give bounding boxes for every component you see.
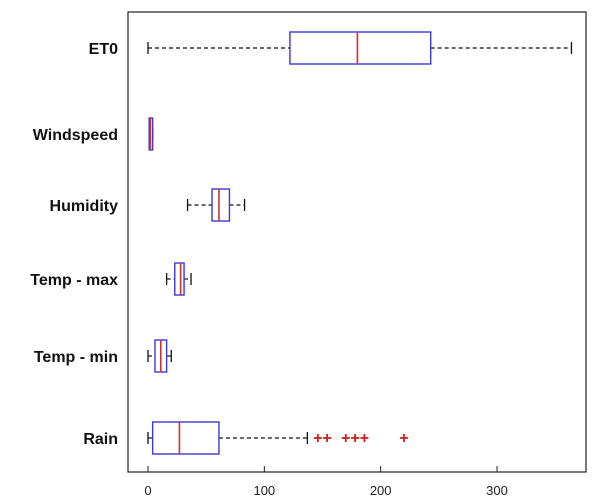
- iqr-box-humidity: [211, 188, 231, 222]
- box-windspeed: [148, 117, 154, 151]
- box-humidity: [186, 188, 246, 222]
- category-label-windspeed: Windspeed: [33, 127, 118, 144]
- box-temp-min: [147, 339, 172, 373]
- box-et0: [147, 31, 573, 65]
- outlier-marker-rain-0: [313, 434, 322, 442]
- outlier-marker-rain-2: [341, 434, 350, 442]
- outlier-marker-rain-5: [399, 434, 408, 442]
- category-labels: ET0 Windspeed Humidity Temp - max Temp - min…: [30, 41, 118, 448]
- iqr-box-temp-max: [174, 262, 185, 296]
- x-axis-ticks: 0 100 200 300: [144, 466, 508, 498]
- category-label-et0: ET0: [89, 41, 118, 58]
- category-label-temp-min: Temp - min: [34, 349, 118, 366]
- x-tick-label-300: 300: [486, 483, 508, 498]
- box-temp-max: [165, 262, 192, 296]
- x-tick-label-0: 0: [144, 483, 151, 498]
- category-label-rain: Rain: [83, 431, 118, 448]
- outlier-marker-rain-1: [323, 434, 332, 442]
- plot-frame: [127, 11, 587, 473]
- outlier-marker-rain-4: [360, 434, 369, 442]
- category-label-humidity: Humidity: [50, 198, 119, 215]
- iqr-box-et0: [289, 31, 432, 65]
- boxes-layer: [147, 31, 573, 455]
- outlier-marker-rain-3: [351, 434, 360, 442]
- iqr-box-rain: [151, 421, 220, 455]
- x-tick-label-100: 100: [253, 483, 275, 498]
- x-tick-label-200: 200: [370, 483, 392, 498]
- box-rain: [147, 421, 408, 455]
- category-label-temp-max: Temp - max: [30, 272, 118, 289]
